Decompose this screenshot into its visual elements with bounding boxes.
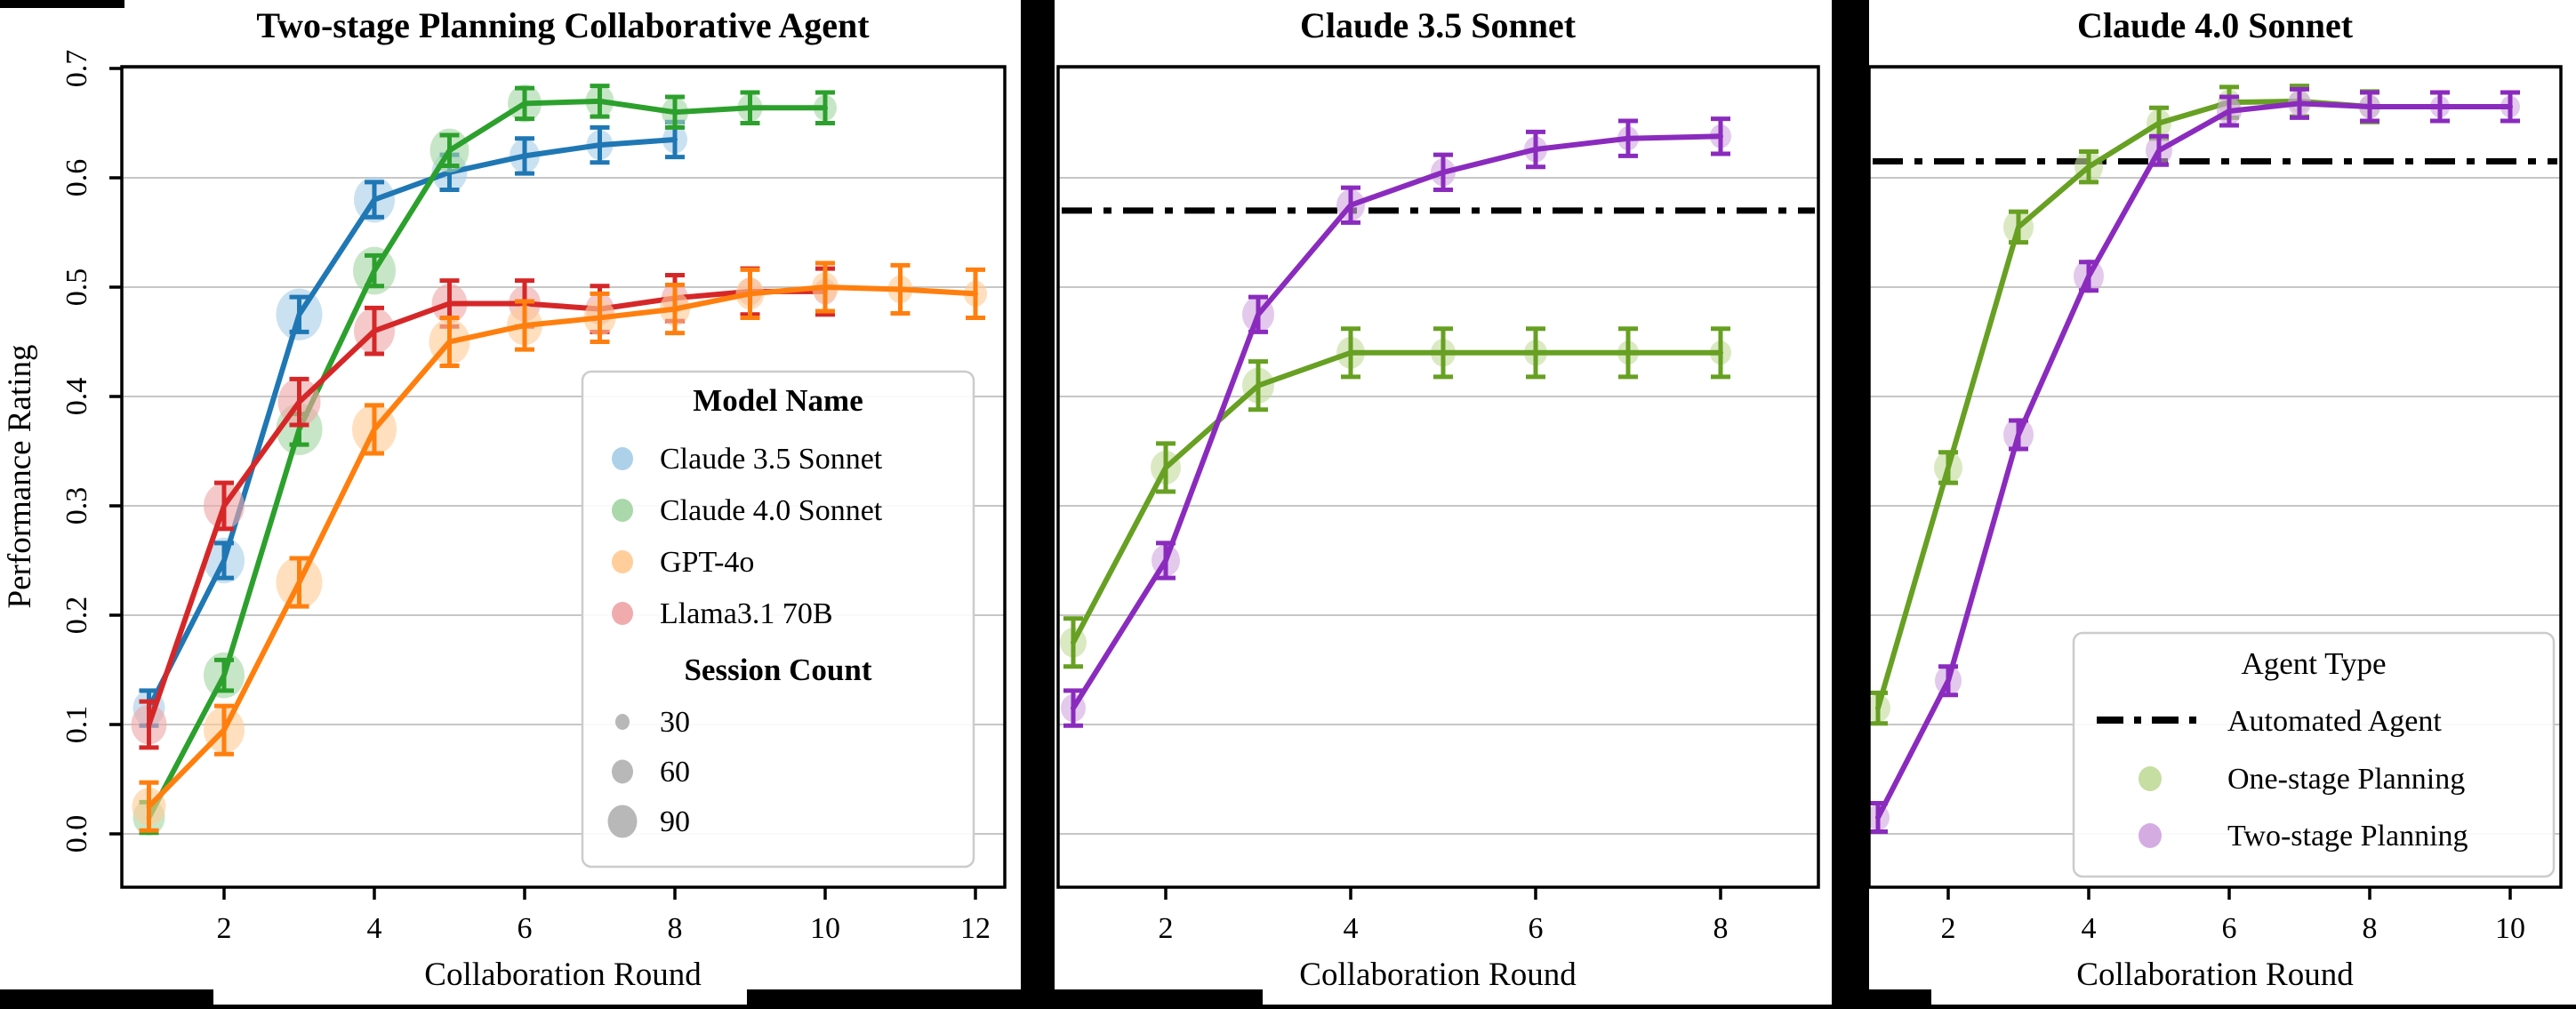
panel-3: 2 4 6 8 10 Agent Type Automated Agent One-stage… — [1866, 65, 2563, 945]
top-left-black-strip — [0, 0, 124, 8]
series-one-stage-planning — [1060, 326, 1731, 669]
series-two-stage-planning — [1061, 116, 1731, 728]
legend-size-label: 90 — [660, 805, 690, 838]
legend-marker — [2139, 766, 2162, 791]
panel1-title: Two-stage Planning Collaborative Agent — [256, 5, 870, 45]
x-tick-label: 4 — [1344, 912, 1359, 945]
panel2-title: Claude 3.5 Sonnet — [1300, 5, 1577, 45]
data-line — [1875, 100, 2513, 821]
legend-marker — [612, 499, 633, 522]
x-tick-label: 12 — [960, 912, 991, 945]
x-tick-label: 6 — [2222, 912, 2237, 945]
y-tick-label: 0.4 — [60, 378, 93, 416]
legend-size-marker — [615, 714, 630, 730]
panel-2: 2 4 6 8 — [1056, 65, 1820, 945]
legend-entry-label: Claude 4.0 Sonnet — [660, 494, 883, 527]
legend-size-title: Session Count — [684, 653, 871, 687]
data-line — [1071, 133, 1723, 711]
legend-size-label: 30 — [660, 706, 690, 739]
x-tick-label: 6 — [518, 912, 533, 945]
legend-box — [581, 370, 975, 869]
legend-title: Model Name — [693, 383, 863, 418]
data-line — [146, 98, 828, 821]
legend-entry-label: Claude 3.5 Sonnet — [660, 443, 883, 476]
axes-box — [120, 65, 1007, 889]
x-tick-label: 8 — [668, 912, 683, 945]
data-line — [1071, 349, 1723, 645]
y-tick-label: 0.0 — [60, 815, 93, 853]
legend-entry-label: GPT-4o — [660, 546, 754, 579]
chart-layers: 2 4 6 8 10 12 0.0 0.1 0.2 0.3 0.4 0.5 0.6 0.7 Model Na… — [60, 50, 2563, 945]
legend-size-label: 60 — [660, 756, 690, 789]
legend-marker — [612, 602, 633, 625]
y-tick-label: 0.3 — [60, 487, 93, 525]
x-tick-label: 4 — [2082, 912, 2097, 945]
legend-entry-label: Llama3.1 70B — [660, 597, 833, 630]
panel-1: 2 4 6 8 10 12 0.0 0.1 0.2 0.3 0.4 0.5 0.6 0.7 Model Na… — [60, 50, 1007, 945]
panel-separator-bar-1 — [1021, 0, 1055, 1005]
legend-marker — [2139, 823, 2162, 848]
x-tick-label: 4 — [367, 912, 382, 945]
y-tick-label: 0.2 — [60, 597, 93, 635]
x-tick-label: 2 — [217, 912, 232, 945]
panel2-x-axis-label: Collaboration Round — [1299, 957, 1577, 993]
y-tick-label: 0.1 — [60, 706, 93, 744]
legend-title: Agent Type — [2241, 646, 2386, 681]
x-tick-label: 6 — [1529, 912, 1544, 945]
series-two-stage-planning — [1866, 86, 2520, 835]
panel-separator-bar-2 — [1832, 0, 1869, 1005]
legend-box — [2072, 631, 2556, 878]
x-tick-label: 8 — [1713, 912, 1729, 945]
x-tick-label: 2 — [1159, 912, 1174, 945]
y-axis-label: Performance Rating — [2, 345, 38, 609]
panel3-title: Claude 4.0 Sonnet — [2077, 5, 2354, 45]
legend-entry-label: Two-stage Planning — [2227, 820, 2468, 853]
x-tick-label: 10 — [810, 912, 840, 945]
legend-marker — [612, 550, 633, 573]
data-line — [1875, 98, 2372, 711]
legend-entry-label: One-stage Planning — [2227, 763, 2465, 796]
panel3-x-axis-label: Collaboration Round — [2076, 957, 2354, 993]
data-line — [146, 288, 828, 727]
y-tick-label: 0.6 — [60, 159, 93, 197]
series-gpt-4o — [132, 260, 987, 833]
legend-entry-label: Automated Agent — [2227, 705, 2442, 738]
bottom-black-strip-1 — [0, 989, 213, 1005]
x-tick-label: 8 — [2363, 912, 2378, 945]
x-tick-label: 2 — [1941, 912, 1956, 945]
panel1-x-axis-label: Collaboration Round — [424, 957, 702, 993]
y-tick-label: 0.7 — [60, 50, 93, 88]
x-tick-label: 10 — [2495, 912, 2525, 945]
data-line — [146, 284, 978, 810]
y-tick-label: 0.5 — [60, 268, 93, 307]
axes-box — [1056, 65, 1820, 889]
legend-model-name: Model Name Claude 3.5 Sonnet Claude 4.0 So… — [581, 370, 975, 869]
bottom-black-strip-2 — [747, 989, 1263, 1005]
legend-agent-type: Agent Type Automated Agent One-stage Plann… — [2072, 631, 2556, 878]
series-one-stage-planning — [1866, 84, 2380, 726]
legend-size-marker — [612, 759, 633, 784]
legend-marker — [612, 447, 633, 470]
legend-size-marker — [607, 805, 638, 838]
bottom-black-strip-3 — [1832, 989, 1931, 1005]
series-llama3-1-70b — [131, 266, 837, 750]
